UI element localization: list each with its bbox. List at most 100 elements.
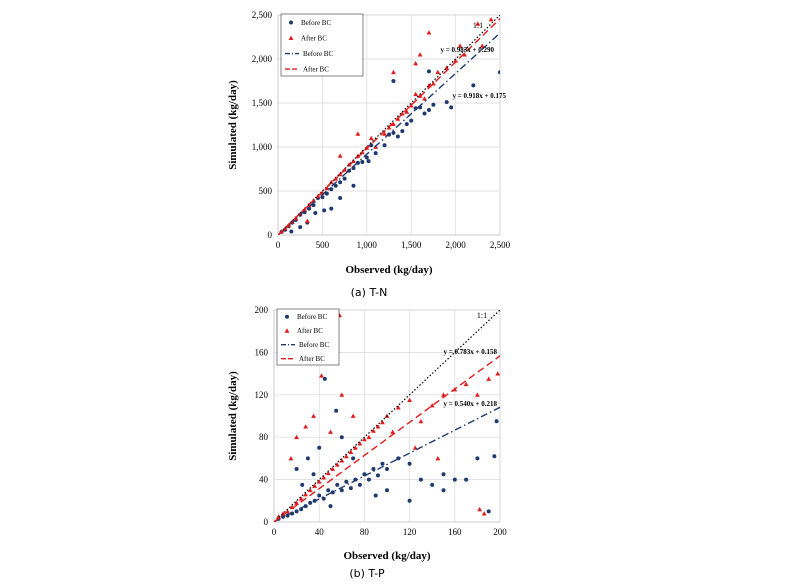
point-before-bc bbox=[334, 408, 339, 413]
one-to-one-label: 1:1 bbox=[473, 21, 483, 30]
point-before-bc bbox=[326, 488, 331, 493]
point-after-bc bbox=[328, 429, 333, 434]
point-after-bc bbox=[404, 109, 410, 114]
point-before-bc bbox=[351, 166, 356, 171]
point-before-bc bbox=[311, 472, 316, 477]
data-layer bbox=[278, 15, 500, 235]
equation-before-bc: y = 0.918x + 0.175 bbox=[453, 92, 507, 100]
point-after-bc bbox=[337, 153, 343, 158]
x-tick-label: 0 bbox=[276, 240, 281, 250]
point-after-bc bbox=[457, 43, 463, 48]
point-after-bc bbox=[475, 392, 480, 397]
point-after-bc bbox=[390, 429, 396, 434]
point-after-bc bbox=[319, 373, 324, 378]
point-after-bc bbox=[368, 135, 374, 141]
point-before-bc bbox=[395, 134, 400, 139]
point-before-bc bbox=[407, 498, 412, 503]
point-before-bc bbox=[407, 461, 412, 466]
fit-line-before-bc bbox=[274, 406, 500, 522]
point-before-bc bbox=[324, 191, 329, 196]
point-before-bc bbox=[294, 467, 299, 471]
point-after-bc bbox=[382, 131, 387, 136]
one-to-one-label: 1:1 bbox=[477, 311, 487, 320]
point-before-bc bbox=[313, 211, 318, 215]
y-axis-title: Simulated (kg/day) bbox=[227, 80, 239, 170]
point-before-bc bbox=[492, 454, 497, 459]
y-tick-label: 0 bbox=[264, 517, 269, 527]
point-before-bc bbox=[375, 473, 380, 478]
point-before-bc bbox=[294, 509, 299, 514]
y-tick-label: 1,000 bbox=[252, 142, 273, 152]
y-tick-label: 40 bbox=[259, 475, 269, 485]
point-before-bc bbox=[344, 479, 349, 484]
point-after-bc bbox=[352, 445, 358, 450]
point-after-bc bbox=[330, 466, 336, 471]
point-before-bc bbox=[366, 477, 371, 482]
point-before-bc bbox=[391, 130, 396, 135]
x-tick-label: 0 bbox=[272, 527, 277, 537]
point-before-bc bbox=[360, 159, 365, 164]
point-before-bc bbox=[396, 456, 401, 461]
point-before-bc bbox=[308, 500, 313, 505]
legend-label: Before BC bbox=[303, 50, 333, 58]
data-layer bbox=[274, 310, 500, 522]
point-before-bc bbox=[413, 106, 418, 111]
point-after-bc bbox=[362, 436, 367, 442]
point-after-bc bbox=[417, 52, 423, 57]
point-after-bc bbox=[316, 479, 322, 484]
x-tick-label: 2,000 bbox=[445, 240, 466, 250]
point-after-bc bbox=[488, 17, 494, 22]
point-before-bc bbox=[335, 482, 340, 487]
legend-label: After BC bbox=[303, 66, 329, 74]
point-after-bc bbox=[479, 43, 485, 48]
chart-1: 0 40 80 120 160 200 0 40 80 120 160 200 y = 0.540x +… bbox=[227, 305, 507, 580]
point-before-bc bbox=[339, 488, 344, 493]
point-after-bc bbox=[334, 462, 340, 467]
x-tick-label: 120 bbox=[403, 527, 417, 537]
fit-line-before-bc bbox=[278, 32, 500, 235]
point-before-bc bbox=[431, 102, 436, 107]
x-tick-label: 160 bbox=[448, 527, 462, 537]
point-after-bc bbox=[408, 103, 414, 108]
point-before-bc bbox=[322, 208, 327, 213]
legend-label: Before BC bbox=[297, 313, 327, 321]
y-tick-label: 200 bbox=[255, 305, 269, 315]
y-tick-label: 500 bbox=[259, 186, 273, 196]
x-tick-label: 2,500 bbox=[490, 240, 511, 250]
point-after-bc bbox=[321, 475, 327, 480]
point-before-bc bbox=[444, 100, 449, 105]
point-before-bc bbox=[471, 83, 476, 88]
equation-after-bc: y = 0.983x + 0.290 bbox=[441, 46, 495, 54]
point-after-bc bbox=[325, 470, 331, 476]
one-to-one-line bbox=[274, 310, 500, 522]
point-after-bc bbox=[339, 458, 345, 463]
x-tick-label: 1,500 bbox=[401, 240, 422, 250]
figure-caption: (a) T-N bbox=[351, 286, 388, 299]
y-tick-label: 1,500 bbox=[252, 98, 273, 108]
point-before-bc bbox=[486, 509, 491, 514]
point-after-bc bbox=[348, 449, 354, 454]
point-after-bc bbox=[481, 511, 487, 516]
point-before-bc bbox=[441, 472, 446, 477]
point-after-bc bbox=[298, 496, 304, 501]
legend-label: Before BC bbox=[299, 341, 329, 349]
x-tick-label: 80 bbox=[360, 527, 370, 537]
point-after-bc bbox=[463, 381, 469, 387]
point-before-bc bbox=[385, 488, 389, 493]
point-before-bc bbox=[339, 435, 344, 440]
point-after-bc bbox=[413, 91, 419, 97]
point-after-bc bbox=[418, 418, 424, 424]
point-after-bc bbox=[276, 514, 281, 519]
point-after-bc bbox=[355, 131, 361, 136]
legend-label: After BC bbox=[299, 355, 325, 363]
point-before-bc bbox=[369, 143, 374, 148]
point-before-bc bbox=[475, 456, 480, 461]
legend-marker-after-bc bbox=[284, 328, 290, 333]
y-tick-label: 0 bbox=[268, 230, 273, 240]
point-after-bc bbox=[429, 403, 435, 408]
point-before-bc bbox=[449, 105, 454, 110]
point-before-bc bbox=[404, 122, 409, 127]
point-after-bc bbox=[311, 413, 316, 418]
legend-label: After BC bbox=[301, 35, 327, 43]
fit-line-after-bc bbox=[278, 18, 500, 235]
